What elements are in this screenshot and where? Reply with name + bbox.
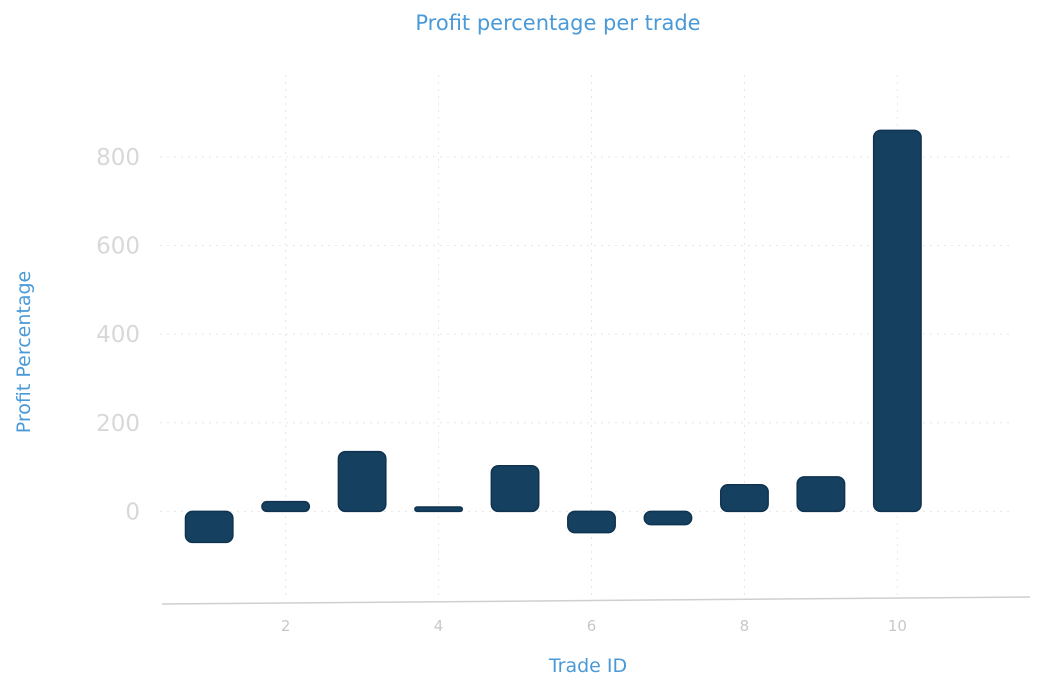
y-tick-label: 800 bbox=[96, 145, 140, 171]
x-tick-label: 8 bbox=[740, 617, 750, 635]
chart-title: Profit percentage per trade bbox=[415, 11, 700, 35]
y-tick-label: 600 bbox=[96, 234, 140, 260]
y-axis-label: Profit Percentage bbox=[13, 271, 35, 433]
bar-trade-4 bbox=[414, 506, 464, 513]
bar-trade-10 bbox=[872, 129, 922, 513]
x-tick-label: 2 bbox=[281, 617, 291, 635]
bar-trade-6 bbox=[567, 510, 616, 534]
bar-trade-8 bbox=[719, 484, 769, 513]
x-tick-labels: 2 4 6 8 10 bbox=[281, 617, 907, 635]
y-tick-label: 200 bbox=[96, 411, 140, 437]
x-tick-label: 10 bbox=[888, 617, 907, 635]
x-axis-line bbox=[161, 596, 1031, 605]
bar-trade-9 bbox=[796, 476, 846, 513]
bar-trade-5 bbox=[490, 464, 540, 513]
x-tick-label: 6 bbox=[587, 617, 597, 635]
bar-trade-2 bbox=[261, 500, 311, 513]
bar-trade-3 bbox=[337, 450, 387, 513]
bars bbox=[184, 129, 922, 544]
y-tick-label: 400 bbox=[96, 322, 140, 348]
bar-trade-7 bbox=[643, 510, 693, 526]
x-tick-label: 4 bbox=[434, 617, 444, 635]
bar-trade-1 bbox=[184, 510, 234, 544]
y-tick-labels: 0 200 400 600 800 bbox=[96, 145, 140, 525]
x-axis-label: Trade ID bbox=[548, 655, 627, 677]
y-tick-label: 0 bbox=[125, 499, 140, 525]
